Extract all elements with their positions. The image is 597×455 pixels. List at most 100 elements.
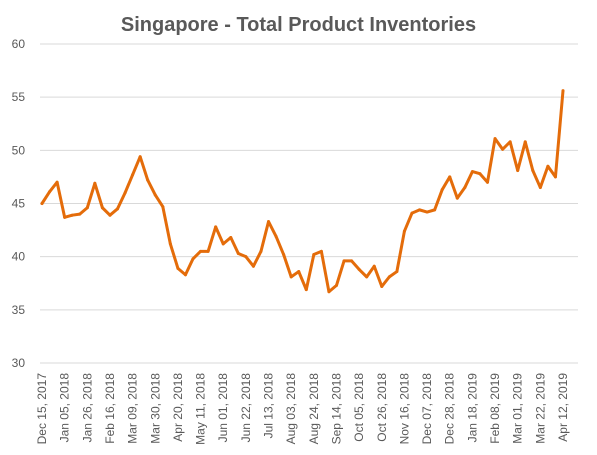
data-point: [168, 242, 172, 246]
chart-title: Singapore - Total Product Inventories: [121, 14, 476, 36]
data-point: [244, 255, 248, 259]
data-point: [387, 275, 391, 279]
data-point: [493, 137, 497, 141]
x-tick-label: Dec 28, 2018: [443, 373, 457, 445]
data-point: [463, 186, 467, 190]
data-point: [319, 249, 323, 253]
data-point: [214, 225, 218, 229]
data-point: [553, 175, 557, 179]
data-point: [538, 186, 542, 190]
y-tick-label: 50: [12, 143, 26, 157]
data-point: [334, 283, 338, 287]
data-point: [448, 175, 452, 179]
data-point: [297, 270, 301, 274]
data-point: [410, 211, 414, 215]
x-tick-label: Aug 24, 2018: [307, 373, 321, 445]
data-point: [516, 169, 520, 173]
x-tick-label: Apr 20, 2018: [171, 373, 185, 442]
data-point: [561, 89, 565, 93]
x-tick-label: Mar 01, 2019: [511, 373, 525, 444]
x-tick-label: May 11, 2018: [194, 373, 208, 445]
data-point: [312, 253, 316, 257]
x-tick-label: Sep 14, 2018: [329, 373, 343, 445]
data-point: [395, 270, 399, 274]
x-tick-label: Jan 18, 2019: [465, 373, 479, 443]
data-point: [501, 147, 505, 151]
x-tick-label: Mar 22, 2019: [533, 373, 547, 444]
data-point: [433, 208, 437, 212]
data-point: [48, 190, 52, 194]
series-line: [40, 89, 565, 294]
data-point: [327, 290, 331, 294]
data-point: [63, 215, 67, 219]
data-point: [523, 140, 527, 144]
x-tick-label: Jul 13, 2018: [262, 373, 276, 439]
data-point: [350, 259, 354, 263]
x-tick-label: Feb 08, 2019: [488, 373, 502, 444]
data-point: [123, 191, 127, 195]
data-point: [146, 178, 150, 182]
data-point: [342, 259, 346, 263]
x-tick-label: Nov 16, 2018: [397, 373, 411, 445]
data-point: [282, 253, 286, 257]
data-point: [470, 170, 474, 174]
data-point: [546, 164, 550, 168]
data-point: [191, 257, 195, 261]
x-tick-label: Oct 05, 2018: [352, 373, 366, 442]
data-point: [259, 249, 263, 253]
x-tick-label: Jun 22, 2018: [239, 373, 253, 443]
y-tick-label: 40: [12, 250, 26, 264]
y-tick-label: 60: [12, 37, 26, 51]
data-point: [138, 155, 142, 159]
data-point: [85, 206, 89, 210]
data-point: [485, 180, 489, 184]
series-layer: [40, 89, 565, 294]
data-point: [440, 188, 444, 192]
data-point: [153, 193, 157, 197]
x-tick-label: Aug 03, 2018: [284, 373, 298, 445]
data-point: [131, 173, 135, 177]
data-point: [199, 249, 203, 253]
data-point: [206, 249, 210, 253]
x-tick-label: Jan 26, 2018: [80, 373, 94, 443]
gridlines: [40, 43, 578, 364]
data-point: [70, 213, 74, 217]
data-point: [365, 275, 369, 279]
data-point: [236, 251, 240, 255]
x-tick-label: Mar 30, 2018: [148, 373, 162, 444]
x-tick-label: Mar 09, 2018: [126, 373, 140, 444]
data-point: [251, 264, 255, 268]
x-tick-label: Apr 12, 2019: [556, 373, 570, 442]
y-tick-label: 35: [12, 303, 26, 317]
x-tick-label: Feb 16, 2018: [103, 373, 117, 444]
data-point: [380, 284, 384, 288]
data-point: [372, 264, 376, 268]
y-axis: 30 35 40 45 50 55 60: [12, 37, 26, 370]
data-point: [229, 236, 233, 240]
x-tick-label: Dec 07, 2018: [420, 373, 434, 445]
data-point: [100, 206, 104, 210]
data-point: [304, 288, 308, 292]
data-point: [274, 234, 278, 238]
x-tick-label: Jun 01, 2018: [216, 373, 230, 443]
data-point: [357, 267, 361, 271]
data-point: [402, 229, 406, 233]
y-tick-label: 55: [12, 90, 26, 104]
x-tick-label: Oct 26, 2018: [375, 373, 389, 442]
data-point: [108, 213, 112, 217]
data-point: [425, 210, 429, 214]
data-point: [221, 242, 225, 246]
data-point: [508, 140, 512, 144]
data-point: [40, 202, 44, 205]
data-point: [93, 181, 97, 185]
y-tick-label: 45: [12, 197, 26, 211]
y-tick-label: 30: [12, 356, 26, 370]
data-point: [418, 208, 422, 212]
data-point: [478, 172, 482, 176]
data-point: [531, 169, 535, 173]
data-point: [455, 196, 459, 200]
data-point: [55, 180, 59, 184]
data-point: [289, 275, 293, 279]
